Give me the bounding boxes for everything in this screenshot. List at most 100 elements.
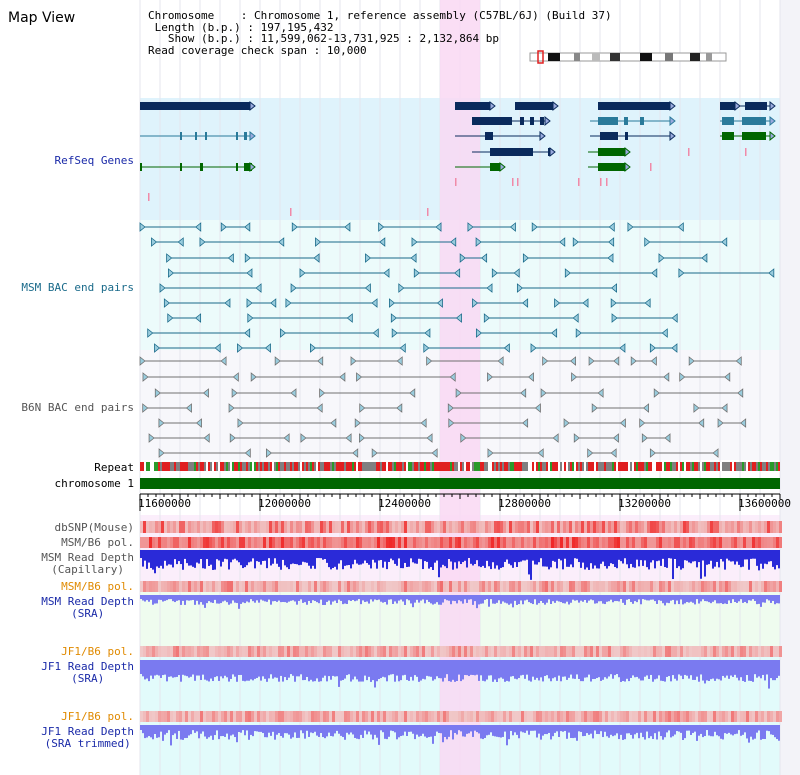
msm-capillary-depth-bar bbox=[484, 550, 486, 568]
jf1-sra-depth-bar bbox=[184, 660, 186, 676]
msm-b6-pol-heat-cell bbox=[473, 537, 476, 548]
jf1-read-depth-trimmed-label[interactable]: JF1 Read Depth (SRA trimmed) bbox=[41, 726, 134, 750]
jf1-trim-depth-bar bbox=[470, 725, 472, 732]
msm-b6-pol-capillary-label[interactable]: MSM/B6 pol. bbox=[61, 536, 134, 549]
jf1-trim-depth-bar bbox=[646, 725, 648, 732]
repeat-element bbox=[404, 462, 406, 471]
msm-bac-pair-end bbox=[644, 298, 651, 308]
jf1-sra-depth-bar bbox=[300, 660, 302, 675]
msm-capillary-depth-bar bbox=[530, 550, 532, 580]
msm-bac-pair-end bbox=[509, 222, 516, 232]
msm-capillary-depth-bar bbox=[466, 550, 468, 568]
dbsnp-heat-cell bbox=[509, 521, 512, 533]
msm-sra-depth-bar bbox=[760, 595, 762, 607]
jf1-b6-pol-trim-heat-cell bbox=[473, 711, 476, 722]
dbsnp-label[interactable]: dbSNP(Mouse) bbox=[54, 521, 134, 534]
ideogram-band bbox=[690, 53, 700, 61]
b6n-bac-pair-end bbox=[612, 433, 619, 443]
msm-sra-depth-bar bbox=[248, 595, 250, 603]
jf1-sra-depth-bar bbox=[628, 660, 630, 682]
jf1-trim-depth-bar bbox=[622, 725, 624, 740]
jf1-sra-depth-bar bbox=[150, 660, 152, 676]
jf1-read-depth-sra-label[interactable]: JF1 Read Depth (SRA) bbox=[41, 661, 134, 685]
msm-capillary-depth-bar bbox=[434, 550, 436, 563]
msm-read-depth-capillary-label[interactable]: MSM Read Depth (Capillary) bbox=[41, 552, 134, 576]
msm-b6-pol-sra-heat-cell bbox=[488, 581, 491, 592]
jf1-b6-pol-trim-heat-cell bbox=[608, 711, 611, 722]
jf1-b6-pol-trim-heat-cell bbox=[266, 711, 269, 722]
dbsnp-heat-cell bbox=[440, 521, 443, 533]
jf1-b6-pol-heat-cell bbox=[185, 646, 188, 657]
jf1-b6-pol-trim-heat-cell bbox=[305, 711, 308, 722]
repeat-element bbox=[502, 462, 504, 471]
jf1-b6-pol-sra-label[interactable]: JF1/B6 pol. bbox=[61, 645, 134, 658]
b6n-bac-label[interactable]: B6N BAC end pairs bbox=[21, 401, 134, 414]
msm-b6-pol-heat-cell bbox=[281, 537, 284, 548]
dbsnp-heat-cell bbox=[503, 521, 506, 533]
repeat-element bbox=[598, 462, 600, 471]
jf1-b6-pol-heat-cell bbox=[140, 646, 143, 657]
msm-b6-pol-heat-cell bbox=[551, 537, 554, 548]
msm-capillary-depth-bar bbox=[608, 550, 610, 567]
refseq-genes-label[interactable]: RefSeq Genes bbox=[54, 154, 134, 167]
jf1-b6-pol-heat-cell bbox=[425, 646, 428, 657]
dbsnp-heat-cell bbox=[419, 521, 422, 533]
jf1-b6-pol-trim-heat-cell bbox=[443, 711, 446, 722]
msm-b6-pol-sra-label[interactable]: MSM/B6 pol. bbox=[61, 580, 134, 593]
jf1-b6-pol-heat-cell bbox=[662, 646, 665, 657]
jf1-trim-depth-bar bbox=[228, 725, 230, 740]
dbsnp-heat-cell bbox=[356, 521, 359, 533]
msm-capillary-depth-bar bbox=[178, 550, 180, 562]
jf1-sra-depth-bar bbox=[634, 660, 636, 678]
msm-capillary-depth-bar bbox=[234, 550, 236, 559]
msm-b6-pol-heat-cell bbox=[452, 537, 455, 548]
dbsnp-heat-cell bbox=[581, 521, 584, 533]
jf1-b6-pol-heat-cell bbox=[434, 646, 437, 657]
msm-sra-depth-bar bbox=[366, 595, 368, 602]
jf1-b6-pol-trim-heat-cell bbox=[668, 711, 671, 722]
jf1-b6-pol-trimmed-label[interactable]: JF1/B6 pol. bbox=[61, 710, 134, 723]
msm-bac-pair-end bbox=[344, 222, 351, 232]
jf1-trim-depth-bar bbox=[552, 725, 554, 737]
msm-read-depth-sra-label[interactable]: MSM Read Depth (SRA) bbox=[41, 596, 134, 620]
msm-capillary-depth-bar bbox=[258, 550, 260, 562]
msm-bac-label[interactable]: MSM BAC end pairs bbox=[21, 281, 134, 294]
jf1-sra-depth-bar bbox=[264, 660, 266, 679]
msm-b6-pol-sra-heat-cell bbox=[551, 581, 554, 592]
msm-capillary-depth-bar bbox=[668, 550, 670, 559]
jf1-sra-depth-bar bbox=[152, 660, 154, 679]
jf1-b6-pol-heat-cell bbox=[176, 646, 179, 657]
gene-m-exon bbox=[742, 132, 766, 140]
msm-bac-pair-end bbox=[244, 328, 251, 338]
msm-b6-pol-sra-heat-cell bbox=[152, 581, 155, 592]
msm-bac-pair-end bbox=[285, 298, 292, 308]
msm-sra-depth-bar bbox=[516, 595, 518, 605]
msm-b6-pol-heat-cell bbox=[164, 537, 167, 548]
gene-i-exon bbox=[742, 117, 766, 125]
jf1-b6-pol-heat-cell bbox=[389, 646, 392, 657]
jf1-b6-pol-heat-cell bbox=[401, 646, 404, 657]
repeat-label[interactable]: Repeat bbox=[94, 461, 134, 474]
jf1-trim-depth-bar bbox=[568, 725, 570, 733]
jf1-trim-depth-bar bbox=[596, 725, 598, 734]
repeat-element bbox=[488, 462, 490, 471]
msm-b6-pol-heat-cell bbox=[470, 537, 473, 548]
msm-sra-depth-bar bbox=[440, 595, 442, 605]
dbsnp-heat-cell bbox=[407, 521, 410, 533]
msm-b6-pol-sra-heat-cell bbox=[368, 581, 371, 592]
msm-capillary-depth-bar bbox=[600, 550, 602, 564]
msm-b6-pol-heat-cell bbox=[680, 537, 683, 548]
msm-sra-depth-bar bbox=[592, 595, 594, 601]
msm-capillary-depth-bar bbox=[502, 550, 504, 568]
chromosome-track-label[interactable]: chromosome 1 bbox=[54, 477, 134, 490]
jf1-b6-pol-heat-cell bbox=[341, 646, 344, 657]
msm-b6-pol-heat-cell bbox=[428, 537, 431, 548]
jf1-trim-depth-bar bbox=[358, 725, 360, 740]
msm-capillary-depth-bar bbox=[662, 550, 664, 559]
jf1-b6-pol-trim-heat-cell bbox=[185, 711, 188, 722]
msm-sra-depth-bar bbox=[716, 595, 718, 604]
b6n-bac-pair-end bbox=[229, 433, 236, 443]
jf1-sra-depth-bar bbox=[204, 660, 206, 680]
jf1-sra-depth-bar bbox=[310, 660, 312, 680]
msm-bac-pair-end bbox=[399, 343, 406, 353]
